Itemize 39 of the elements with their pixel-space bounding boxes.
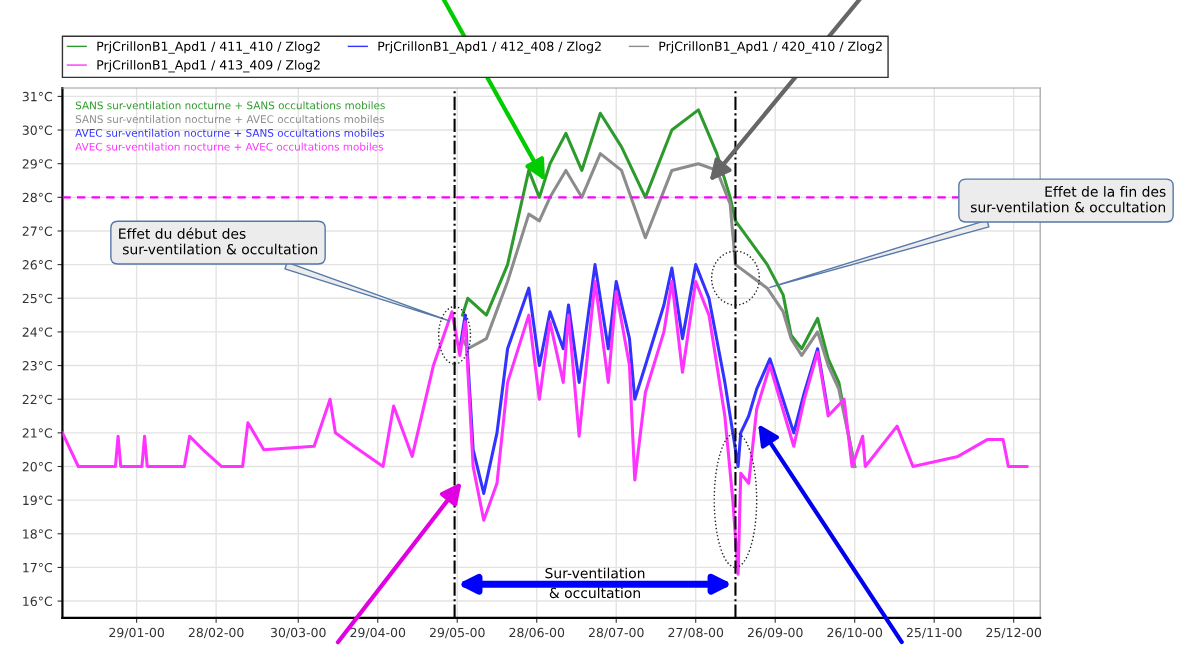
x-tick-label: 29/01-00 bbox=[109, 627, 165, 639]
annotation: SANS sur-ventilation nocturne + AVEC occultations mobiles bbox=[75, 115, 384, 124]
legend-label: PrjCrillonB1_Apd1 / 420_410 / Zlog2 bbox=[659, 41, 882, 54]
y-tick-label: 27°C bbox=[22, 226, 53, 236]
y-tick-label: 19°C bbox=[23, 495, 53, 506]
x-tick-label: 25/12-00 bbox=[986, 627, 1042, 639]
y-tick-label: 30°C bbox=[22, 125, 53, 135]
x-tick-label: 28/02-00 bbox=[188, 627, 244, 639]
x-tick-label: 28/06-00 bbox=[509, 627, 565, 639]
y-tick-label: 16°C bbox=[23, 596, 53, 606]
x-tick-label: 25/11-00 bbox=[906, 627, 962, 639]
y-tick-label: 18°C bbox=[23, 529, 53, 539]
y-tick-label: 28°C bbox=[22, 192, 53, 203]
x-tick-label: 26/09-00 bbox=[747, 627, 803, 639]
x-tick-label: 27/08-00 bbox=[668, 627, 724, 639]
annotation: Sur-ventilation & occultation bbox=[545, 567, 645, 599]
legend-label: PrjCrillonB1_Apd1 / 411_410 / Zlog2 bbox=[97, 41, 320, 54]
x-tick-label: 30/03-00 bbox=[270, 627, 326, 639]
x-tick-label: 28/07-00 bbox=[588, 627, 644, 639]
legend-label: PrjCrillonB1_Apd1 / 413_409 / Zlog2 bbox=[97, 59, 320, 73]
x-tick-label: 26/10-00 bbox=[827, 627, 883, 639]
y-tick-label: 21°C bbox=[22, 428, 53, 438]
annotation: AVEC sur-ventilation nocturne + SANS occultations mobiles bbox=[75, 128, 384, 137]
y-tick-label: 31°C bbox=[22, 91, 53, 102]
y-tick-label: 17°C bbox=[23, 562, 53, 573]
x-tick-label: 29/04-00 bbox=[350, 627, 406, 639]
legend-label: PrjCrillonB1_Apd1 / 412_408 / Zlog2 bbox=[378, 41, 601, 54]
y-tick-label: 25°C bbox=[22, 293, 53, 304]
y-tick-label: 20°C bbox=[22, 461, 53, 472]
annotation: Effet de la fin des sur-ventilation & occultation bbox=[970, 186, 1166, 213]
annotation: AVEC sur-ventilation nocturne + AVEC occultations mobiles bbox=[75, 142, 384, 151]
y-tick-label: 24°C bbox=[22, 327, 53, 337]
y-tick-label: 22°C bbox=[22, 394, 53, 405]
y-tick-label: 23°C bbox=[22, 361, 53, 371]
y-tick-label: 26°C bbox=[22, 260, 53, 270]
x-tick-label: 29/05-00 bbox=[429, 627, 485, 639]
annotation: Effet du début des sur-ventilation & occultation bbox=[119, 227, 318, 255]
y-tick-label: 29°C bbox=[22, 159, 53, 169]
annotation: SANS sur-ventilation nocturne + SANS occultations mobiles bbox=[75, 101, 385, 110]
